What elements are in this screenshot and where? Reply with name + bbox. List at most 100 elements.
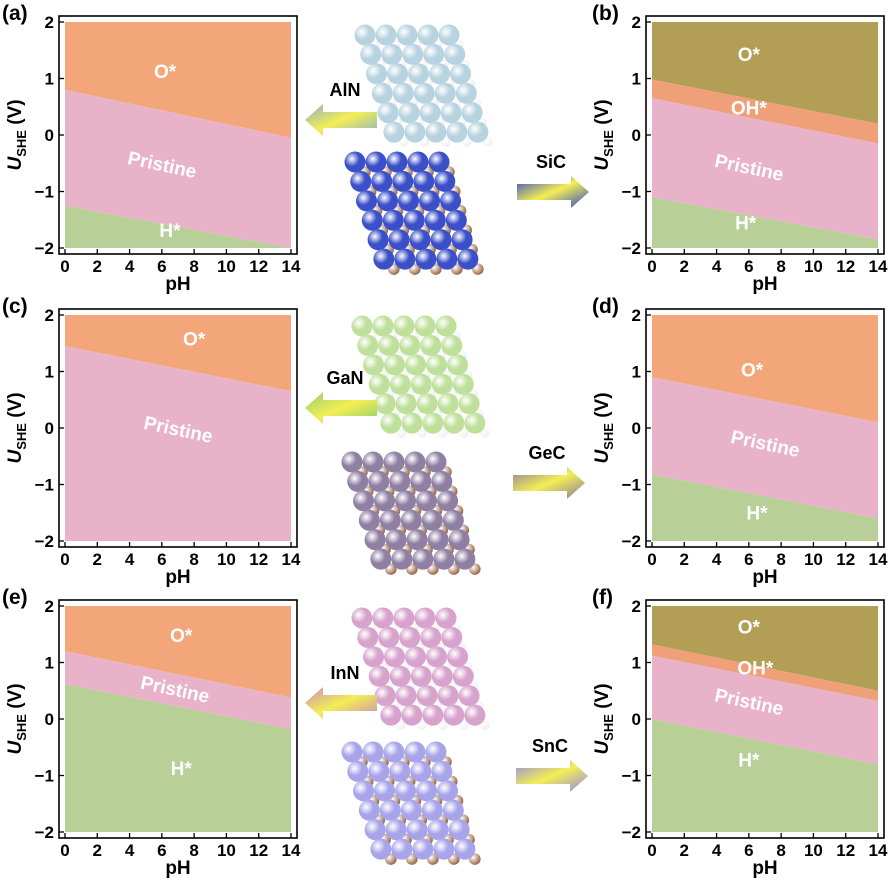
atom-small: [438, 720, 448, 730]
x-axis-label: pH: [752, 567, 777, 588]
atom-large: [354, 24, 376, 46]
region-label-o: O*: [738, 618, 761, 639]
atom-large: [410, 665, 432, 687]
atom-large: [436, 248, 458, 270]
region-h: [65, 205, 291, 248]
y-axis-label-main: U: [592, 156, 613, 171]
atom-large: [341, 741, 363, 763]
y-axis-label-main: U: [592, 740, 613, 755]
atom-large: [410, 470, 432, 492]
atom-large: [431, 470, 453, 492]
atom-large: [412, 838, 434, 860]
atom-large: [442, 509, 464, 531]
y-axis-label-unit: (V): [5, 683, 26, 714]
atom-large: [403, 209, 425, 231]
atom-large: [455, 82, 477, 104]
y-axis-label: USHE (V): [592, 392, 616, 463]
atom-large: [420, 334, 442, 356]
y-axis-label-subscript: SHE: [601, 714, 616, 741]
y-tick-label: 1: [632, 70, 641, 89]
y-tick-label: 2: [45, 597, 54, 616]
atom-large: [440, 190, 462, 212]
atom-large: [434, 170, 456, 192]
atom-large: [437, 780, 459, 802]
region-label-oh: OH*: [731, 99, 768, 120]
y-axis-label: USHE (V): [5, 99, 29, 170]
atom-small: [483, 137, 493, 147]
region-o: [652, 22, 878, 124]
atom-large: [410, 760, 432, 782]
atom-large: [435, 607, 457, 629]
y-tick-label: −1: [35, 767, 54, 786]
region-pristine: [65, 89, 291, 248]
atom-large: [425, 121, 447, 143]
atom-large: [381, 43, 403, 65]
atom-large: [433, 838, 455, 860]
atom-large: [353, 490, 375, 512]
y-axis-label-main: U: [592, 449, 613, 464]
x-tick-label: 4: [125, 841, 135, 860]
region-pristine: [652, 377, 878, 519]
atom-large: [452, 373, 474, 395]
atom-large: [367, 229, 389, 251]
atom-small: [399, 137, 409, 147]
x-tick-label: 6: [157, 257, 166, 276]
atom-large: [420, 626, 442, 648]
x-tick-label: 6: [157, 550, 166, 569]
y-tick-label: −1: [622, 767, 641, 786]
x-tick-label: 2: [680, 841, 689, 860]
atom-large: [395, 780, 417, 802]
atom-large: [416, 685, 438, 707]
atom-large: [405, 354, 427, 376]
atom-large: [417, 24, 439, 46]
atom-large: [448, 529, 470, 551]
y-axis-label: USHE (V): [5, 392, 29, 463]
x-tick-label: 2: [680, 257, 689, 276]
atom-large: [422, 704, 444, 726]
x-tick-label: 0: [60, 550, 69, 569]
structure-arrow: [517, 176, 589, 208]
y-tick-label: 2: [632, 306, 641, 325]
structure-arrow: [305, 687, 377, 719]
atom-large: [385, 819, 407, 841]
x-tick-label: 10: [804, 841, 823, 860]
atom-large: [441, 334, 463, 356]
x-tick-label: 12: [836, 841, 855, 860]
atom-small: [438, 428, 448, 438]
atom-large: [378, 626, 400, 648]
atom-large: [464, 412, 486, 434]
atom-large: [451, 229, 473, 251]
atom-large: [421, 799, 443, 821]
y-axis-label-main: U: [5, 740, 26, 755]
x-tick-label: 6: [744, 841, 753, 860]
material-label: AlN: [330, 80, 361, 100]
atom-large: [341, 451, 363, 473]
atom-large: [458, 393, 480, 415]
atom-large: [423, 43, 445, 65]
atom-large: [464, 704, 486, 726]
atom-large: [377, 190, 399, 212]
region-label-h: H*: [171, 759, 193, 780]
region-label-o: O*: [154, 62, 177, 83]
atom-small: [480, 720, 490, 730]
atom-large: [391, 838, 413, 860]
atom-large: [389, 373, 411, 395]
atom-large: [364, 529, 386, 551]
x-tick-label: 0: [647, 257, 656, 276]
atom-large: [371, 170, 393, 192]
material-label: SiC: [536, 152, 566, 172]
structure-sic: SiC: [344, 151, 589, 275]
atom-large: [429, 63, 451, 85]
atom-large: [447, 354, 469, 376]
atom-large: [427, 819, 449, 841]
atom-large: [442, 799, 464, 821]
atom-large: [360, 43, 382, 65]
region-label-h: H*: [738, 750, 760, 771]
atom-large: [400, 799, 422, 821]
atom-large: [368, 373, 390, 395]
atom-large: [404, 121, 426, 143]
y-axis-label-unit: (V): [592, 99, 613, 130]
x-tick-label: 8: [189, 550, 198, 569]
